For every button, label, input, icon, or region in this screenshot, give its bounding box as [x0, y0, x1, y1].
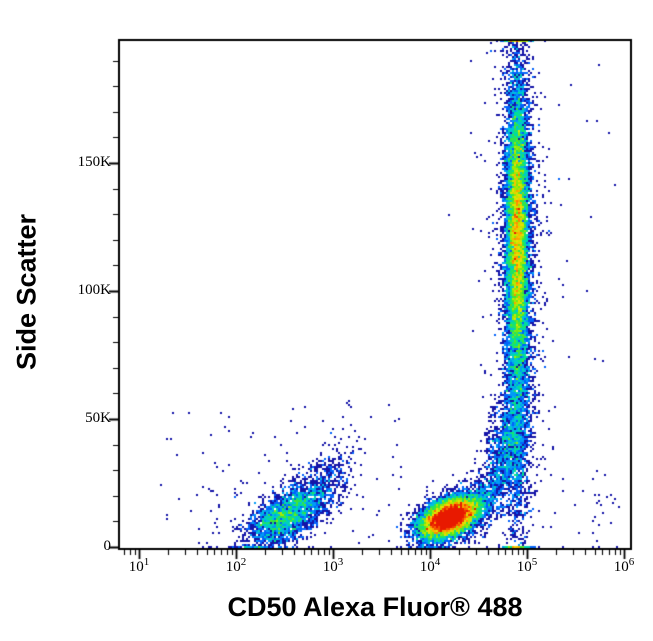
x-tick-label-10e1: 101 — [128, 556, 150, 575]
y-tick-label-150K: 150K — [77, 154, 111, 170]
x-tick-label-10e2: 102 — [225, 556, 247, 575]
y-tick-label-0: 0 — [103, 538, 112, 554]
x-tick-label-10e6: 106 — [613, 556, 635, 575]
x-tick-label-10e5: 105 — [516, 556, 538, 575]
x-axis-title: CD50 Alexa Fluor® 488 — [227, 592, 523, 622]
y-tick-label-50K: 50K — [85, 410, 111, 426]
x-tick-label-10e4: 104 — [419, 556, 441, 575]
y-tick-label-100K: 100K — [77, 282, 111, 298]
x-tick-label-10e3: 103 — [322, 556, 344, 575]
